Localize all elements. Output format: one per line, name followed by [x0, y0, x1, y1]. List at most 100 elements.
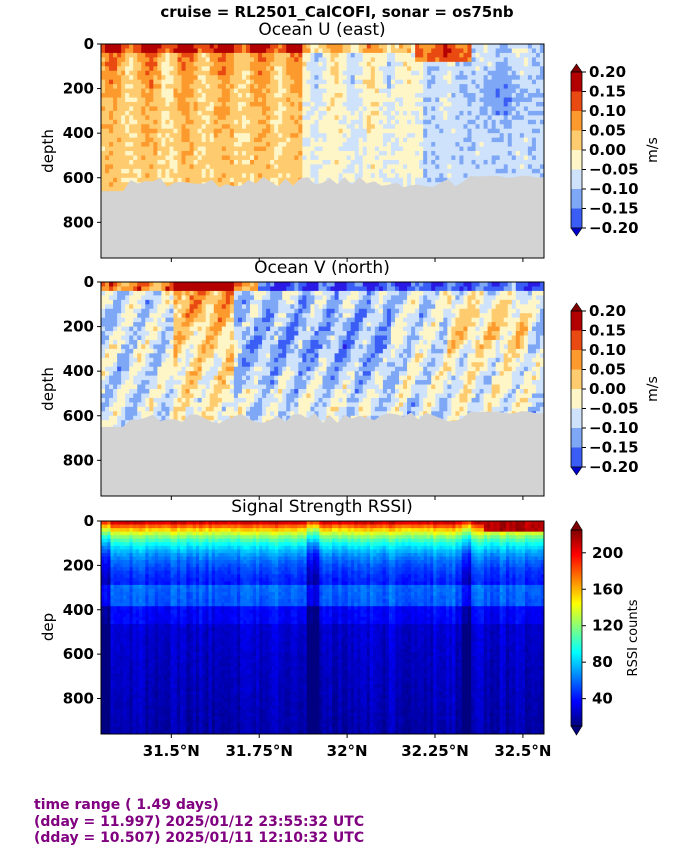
field-cell — [101, 110, 106, 116]
field-cell — [378, 119, 384, 125]
field-cell — [326, 159, 332, 165]
field-cell — [101, 133, 106, 139]
field-cell — [117, 155, 122, 161]
field-cell — [390, 173, 396, 179]
field-cell — [125, 133, 130, 139]
field-cell — [302, 88, 307, 94]
field-cell — [499, 146, 505, 152]
field-cell — [411, 133, 416, 139]
field-cell — [245, 66, 251, 72]
field-cell — [439, 151, 444, 157]
field-cell — [101, 97, 106, 103]
field-cell — [483, 110, 489, 116]
field-cell — [318, 61, 324, 67]
field-cell — [270, 137, 275, 143]
field-cell — [463, 75, 469, 81]
field-cell — [310, 88, 316, 94]
field-cell — [121, 75, 126, 81]
field-cell — [201, 142, 207, 148]
field-cell — [463, 128, 469, 134]
field-cell — [495, 88, 501, 94]
field-cell — [101, 70, 106, 76]
field-cell — [161, 93, 167, 99]
field-cell — [121, 66, 126, 72]
field-cell — [121, 106, 126, 112]
field-cell — [250, 124, 255, 130]
field-cell — [109, 137, 114, 143]
field-cell — [467, 146, 473, 152]
field-cell — [358, 115, 364, 121]
field-cell — [161, 159, 167, 165]
field-cell — [185, 124, 191, 130]
field-cell — [213, 101, 219, 108]
field-cell — [233, 110, 239, 116]
field-cell — [274, 128, 279, 134]
field-cell — [213, 177, 219, 183]
field-cell — [286, 124, 291, 130]
field-cell — [117, 124, 122, 130]
field-cell — [459, 133, 465, 139]
field-cell — [306, 84, 312, 90]
field-cell — [306, 128, 312, 134]
field-cell — [483, 142, 489, 148]
field-cell — [133, 106, 138, 112]
field-cell — [177, 142, 183, 148]
field-cell — [173, 79, 179, 85]
field-cell — [366, 48, 372, 54]
field-cell — [169, 168, 175, 174]
field-cell — [362, 52, 368, 58]
field-cell — [350, 173, 356, 179]
field-cell — [499, 106, 505, 112]
field-cell — [322, 146, 328, 152]
field-cell — [362, 168, 368, 174]
field-cell — [382, 52, 388, 58]
field-cell — [266, 133, 271, 139]
field-cell — [241, 70, 247, 76]
field-cell — [314, 57, 320, 63]
field-cell — [310, 119, 316, 125]
field-cell — [137, 146, 142, 152]
field-cell — [266, 93, 271, 99]
field-cell — [270, 177, 275, 183]
field-cell — [209, 70, 215, 76]
field-cell — [374, 146, 380, 152]
field-cell — [266, 97, 271, 103]
field-cell — [407, 155, 412, 161]
field-cell — [479, 52, 485, 58]
field-cell — [390, 142, 396, 148]
field-cell — [221, 75, 227, 81]
field-cell — [443, 61, 448, 67]
field-cell — [455, 182, 461, 188]
field-cell — [197, 124, 203, 130]
field-cell — [270, 48, 275, 54]
field-cell — [310, 101, 316, 108]
field-cell — [386, 52, 392, 58]
field-cell — [157, 124, 163, 130]
field-cell — [503, 142, 509, 148]
field-cell — [149, 44, 154, 50]
field-cell — [354, 115, 360, 121]
field-cell — [318, 124, 324, 130]
field-cell — [250, 128, 255, 134]
field-cell — [145, 128, 150, 134]
field-cell — [161, 173, 167, 179]
field-cell — [467, 75, 473, 81]
field-cell — [209, 168, 215, 174]
field-cell — [157, 106, 163, 112]
field-cell — [169, 61, 175, 67]
field-cell — [189, 110, 195, 116]
field-cell — [121, 119, 126, 125]
field-cell — [439, 57, 444, 63]
field-cell — [503, 128, 509, 134]
field-cell — [427, 173, 432, 179]
field-cell — [479, 155, 485, 161]
field-cell — [193, 142, 199, 148]
field-cell — [274, 155, 279, 161]
field-cell — [165, 97, 171, 103]
field-cell — [471, 128, 477, 134]
field-cell — [229, 133, 235, 139]
field-cell — [479, 84, 485, 90]
field-cell — [306, 52, 312, 58]
field-cell — [278, 52, 283, 58]
field-cell — [370, 52, 376, 58]
